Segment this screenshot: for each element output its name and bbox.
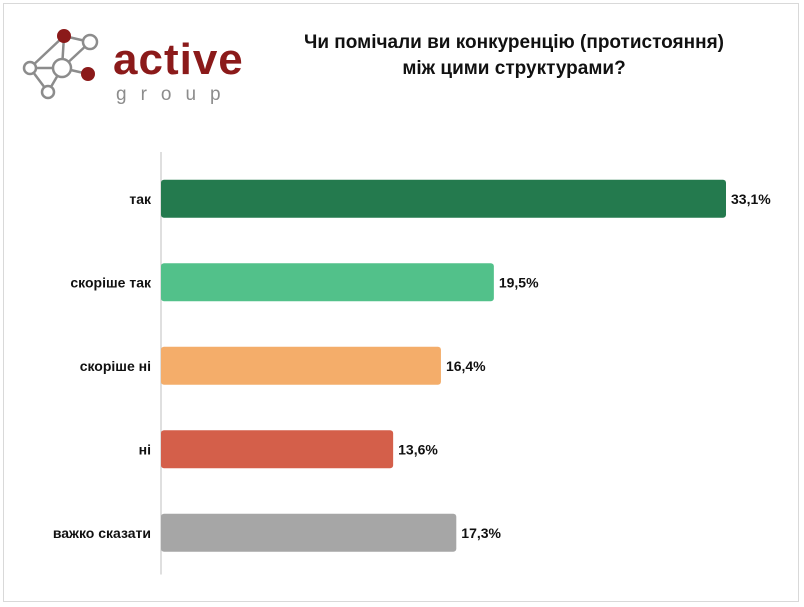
bar	[161, 430, 394, 469]
chart-title-line-2: між цими структурами?	[402, 58, 626, 79]
logo-subtitle: group	[116, 84, 235, 105]
data-label: 16,4%	[446, 358, 486, 374]
data-label: 17,3%	[461, 525, 501, 541]
bar	[161, 346, 441, 385]
category-label: важко сказати	[53, 525, 151, 541]
data-label: 33,1%	[731, 191, 771, 207]
bar-chart: так 33,1% скоріше так 19,5% скоріше ні 16,4% н…	[53, 152, 771, 575]
data-label: 19,5%	[499, 274, 539, 290]
category-label: скоріше так	[70, 274, 152, 290]
logo-wordmark: active	[113, 35, 244, 84]
category-label: ні	[139, 441, 151, 457]
network-logo-icon	[22, 29, 99, 100]
active-group-logo: active group	[18, 22, 248, 105]
bar	[161, 179, 726, 218]
bar	[161, 513, 457, 552]
category-label: так	[129, 191, 152, 207]
bar	[161, 263, 494, 302]
chart-title: Чи помічали ви конкуренцію (протистояння…	[264, 30, 764, 82]
chart-title-line-1: Чи помічали ви конкуренцію (протистояння…	[304, 32, 724, 53]
category-label: скоріше ні	[80, 358, 151, 374]
data-label: 13,6%	[398, 441, 438, 457]
chart-frame: active group Чи помічали ви конкуренцію …	[3, 3, 799, 602]
